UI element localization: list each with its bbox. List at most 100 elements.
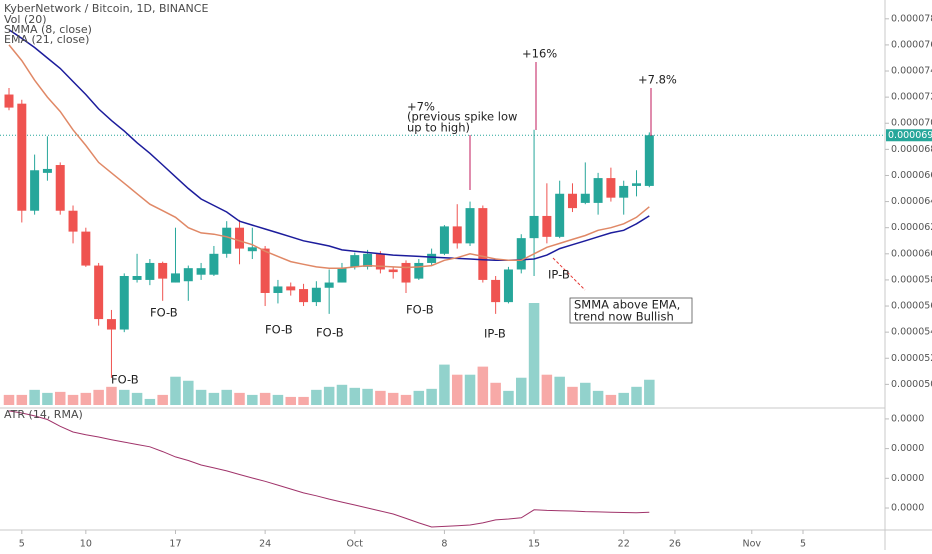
candle-body: [363, 253, 373, 267]
x-tick-label: 10: [80, 539, 92, 550]
annotation: (previous spike low: [407, 110, 517, 124]
candle-body: [606, 178, 616, 198]
price-label-box: [886, 129, 932, 142]
candle-body: [209, 253, 219, 275]
volume-bar: [554, 376, 565, 405]
candle-body: [644, 135, 654, 186]
volume-bar: [119, 389, 130, 405]
volume-bar: [644, 379, 655, 405]
volume-bar: [183, 380, 194, 405]
x-tick-label: 26: [669, 539, 681, 550]
y-tick-label: 0.0000: [891, 413, 924, 424]
legend-entry: Vol (20): [4, 13, 47, 26]
x-tick-label: 17: [169, 539, 181, 550]
candle-body: [222, 227, 232, 254]
y-tick-label: 0.00005000: [891, 379, 932, 390]
candle-body: [55, 165, 65, 211]
volume-bar: [362, 388, 373, 405]
volume-bar: [157, 394, 168, 405]
candle-body: [260, 248, 270, 293]
candle-body: [491, 279, 501, 303]
volume-bar: [400, 394, 412, 405]
volume-bar: [464, 374, 476, 405]
candle-body: [401, 262, 411, 283]
candle-body: [478, 208, 488, 280]
pane-title: ATR (14, RMA): [4, 408, 83, 421]
y-tick-label: 0.0000: [891, 473, 924, 484]
y-tick-label: 0.00006200: [891, 222, 932, 233]
candle-body: [81, 231, 91, 266]
y-tick-label: 0.00005600: [891, 301, 932, 312]
price-label: 0.00006908: [888, 130, 932, 141]
y-tick-label: 0.0000: [891, 443, 924, 454]
candle-body: [388, 269, 398, 273]
candle-body: [106, 319, 116, 330]
indicator-line: [8, 29, 650, 262]
annotation-arrow: [552, 257, 586, 291]
volume-bar: [67, 394, 79, 405]
volume-bar: [618, 392, 629, 405]
volume-bar: [144, 398, 156, 405]
volume-bar: [503, 390, 514, 405]
candle-body: [119, 276, 129, 330]
volume-bar: [592, 390, 604, 405]
y-tick-label: 0.00007600: [891, 39, 932, 50]
x-tick-label: 22: [618, 539, 630, 550]
volume-bar: [106, 386, 117, 405]
volume-bar: [336, 384, 348, 405]
candle-body: [567, 193, 577, 209]
volume-bar: [528, 303, 540, 405]
candle-body: [516, 238, 526, 270]
annotation: IP-B: [484, 327, 506, 341]
candle-body: [170, 273, 180, 283]
plot-area: [0, 29, 885, 528]
candle-body: [42, 168, 52, 173]
annotation: SMMA above EMA,: [574, 298, 680, 312]
y-tick-label: 0.00007200: [891, 92, 932, 103]
volume-bar: [3, 394, 15, 405]
candle-body: [632, 183, 642, 186]
annotation: FO-B: [111, 373, 139, 387]
volume-bar: [221, 389, 232, 405]
volume-bar: [387, 392, 399, 405]
candle-body: [94, 265, 104, 320]
volume-bar: [259, 392, 271, 405]
candle-body: [132, 276, 142, 280]
volume-bar: [131, 392, 143, 405]
y-tick-label: 0.00006400: [891, 196, 932, 207]
annotation: FO-B: [150, 306, 178, 320]
y-tick-label: 0.00007800: [891, 13, 932, 24]
annotation: up to high): [407, 121, 470, 135]
volume-bar: [413, 390, 425, 405]
volume-bar: [80, 392, 92, 405]
y-tick-label: 0.00005800: [891, 274, 932, 285]
candle-body: [68, 210, 78, 232]
x-tick-label: 8: [441, 539, 447, 550]
candle-body: [375, 253, 385, 270]
x-tick-label: 5: [800, 539, 806, 550]
chart-title: KyberNetwork / Bitcoin, 1D, BINANCE: [4, 2, 208, 15]
indicator-line: [8, 44, 650, 269]
volume-bar: [375, 390, 386, 405]
volume-bar: [426, 388, 437, 405]
y-tick-label: 0.00006800: [891, 144, 932, 155]
volume-bar: [29, 389, 40, 405]
volume-bar: [477, 366, 489, 405]
annotation: FO-B: [316, 326, 344, 340]
candle-body: [529, 215, 539, 239]
y-tick-label: 0.00007400: [891, 66, 932, 77]
candle-body: [299, 289, 309, 303]
y-tick-label: 0.00006000: [891, 248, 932, 259]
annotation: FO-B: [265, 323, 293, 337]
volume-bar: [208, 392, 220, 405]
volume-bar: [195, 389, 207, 405]
candle-body: [158, 262, 168, 279]
annotation: FO-B: [406, 303, 434, 317]
annotation: trend now Bullish: [574, 310, 674, 324]
volume-bar: [170, 376, 181, 405]
volume-bar: [285, 396, 296, 405]
candle-body: [555, 193, 565, 237]
annotation: +7.8%: [638, 73, 677, 87]
annotation: +7%: [407, 100, 435, 114]
annotation: +16%: [522, 47, 557, 61]
